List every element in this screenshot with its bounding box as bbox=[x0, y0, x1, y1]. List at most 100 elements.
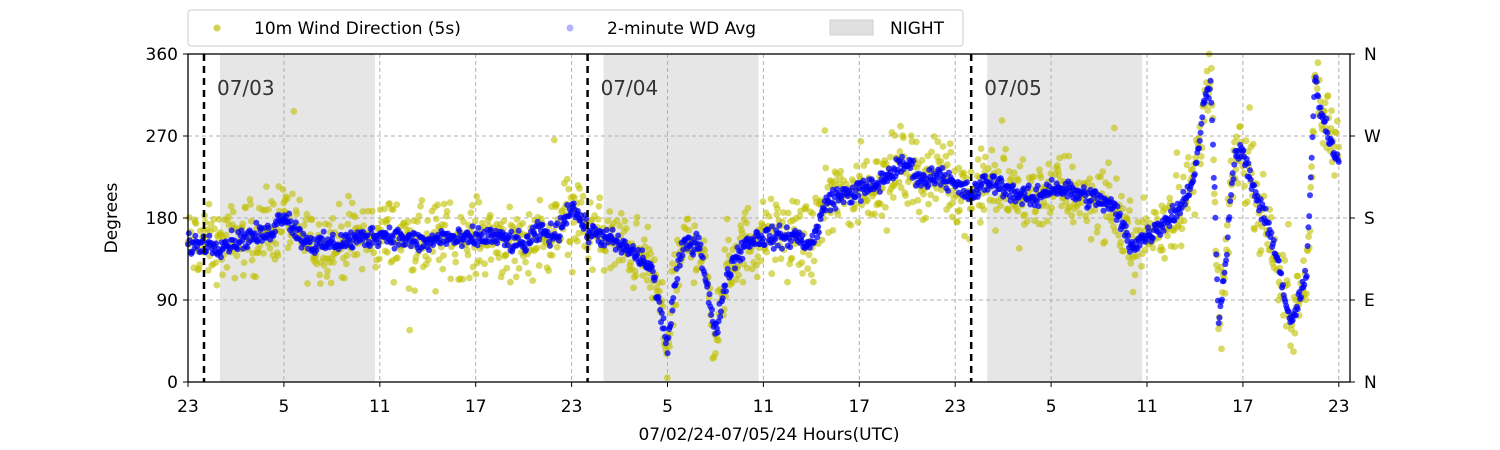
series-0-point bbox=[883, 227, 891, 235]
series-0-point bbox=[1015, 176, 1022, 184]
series-0-point bbox=[871, 210, 878, 218]
series-1-point bbox=[1329, 139, 1336, 145]
series-0-point bbox=[255, 249, 262, 256]
axis-layer: 23 5 11 17 23 5 11 17 23 5 11 17 23 0 90 180 270 360 N E S W N bbox=[146, 45, 1381, 417]
series-0-point bbox=[452, 258, 460, 266]
series-0-point bbox=[389, 206, 397, 214]
series-0-point bbox=[550, 136, 558, 144]
series-0-point bbox=[735, 271, 742, 279]
series-0-point bbox=[440, 200, 448, 208]
series-0-point bbox=[948, 200, 955, 208]
y-tick-label-1: 90 bbox=[156, 291, 178, 311]
series-1-point bbox=[1226, 214, 1233, 221]
series-0-point bbox=[658, 278, 666, 286]
series-0-point bbox=[1251, 226, 1258, 233]
series-1-point bbox=[1166, 223, 1173, 230]
series-1-point bbox=[708, 311, 715, 318]
y-tick-label-4: 360 bbox=[146, 45, 178, 65]
series-0-point bbox=[286, 239, 294, 246]
series-0-point bbox=[343, 252, 351, 259]
series-0-point bbox=[324, 267, 331, 275]
series-0-point bbox=[384, 249, 391, 256]
series-0-point bbox=[345, 192, 352, 200]
series-0-point bbox=[669, 260, 676, 268]
series-1-point bbox=[391, 245, 398, 252]
series-0-point bbox=[997, 202, 1004, 210]
series-0-point bbox=[348, 199, 356, 207]
legend-label-wd-avg: 2-minute WD Avg bbox=[607, 19, 756, 39]
series-1-point bbox=[658, 310, 665, 317]
series-0-point bbox=[1119, 205, 1127, 212]
series-0-point bbox=[1314, 59, 1322, 67]
series-1-point bbox=[814, 234, 821, 241]
series-0-point bbox=[771, 256, 779, 264]
series-0-point bbox=[895, 178, 903, 186]
series-0-point bbox=[1030, 173, 1038, 181]
series-0-point bbox=[984, 165, 992, 173]
series-1-point bbox=[570, 200, 577, 207]
series-0-point bbox=[925, 200, 932, 208]
series-0-point bbox=[386, 200, 393, 207]
series-0-point bbox=[757, 257, 765, 265]
series-0-point bbox=[995, 168, 1002, 175]
series-1-point bbox=[554, 220, 561, 227]
series-0-point bbox=[854, 218, 862, 226]
y2-tick-label-2: S bbox=[1364, 209, 1375, 229]
series-0-point bbox=[418, 197, 426, 204]
series-0-point bbox=[475, 198, 483, 206]
series-0-point bbox=[213, 281, 221, 289]
series-0-point bbox=[1097, 173, 1104, 181]
series-1-point bbox=[386, 224, 393, 231]
series-0-point bbox=[368, 207, 376, 215]
series-1-point bbox=[1186, 192, 1193, 199]
series-0-point bbox=[574, 237, 581, 245]
series-0-point bbox=[337, 223, 345, 231]
series-0-point bbox=[323, 273, 331, 280]
series-1-point bbox=[774, 242, 781, 249]
series-0-point bbox=[1037, 174, 1045, 181]
series-0-point bbox=[912, 138, 920, 146]
series-0-point bbox=[1032, 207, 1040, 215]
series-0-point bbox=[359, 208, 367, 215]
series-0-point bbox=[1173, 149, 1181, 157]
series-0-point bbox=[763, 248, 770, 256]
series-0-point bbox=[604, 217, 611, 225]
series-1-point bbox=[1231, 161, 1238, 168]
series-0-point bbox=[1282, 322, 1290, 330]
series-1-point bbox=[609, 226, 616, 233]
series-0-point bbox=[240, 259, 248, 266]
series-0-point bbox=[222, 231, 230, 239]
x-tick-label-10: 11 bbox=[1136, 397, 1158, 417]
series-0-point bbox=[1105, 159, 1112, 167]
series-0-point bbox=[1234, 179, 1242, 187]
series-0-point bbox=[744, 204, 752, 212]
series-0-point bbox=[1308, 163, 1315, 171]
series-1-point bbox=[1180, 188, 1187, 195]
series-1-point bbox=[1212, 214, 1219, 221]
series-1-point bbox=[1210, 174, 1217, 181]
series-0-point bbox=[1313, 85, 1321, 92]
series-0-point bbox=[512, 273, 520, 281]
series-1-point bbox=[1209, 117, 1216, 124]
series-1-point bbox=[265, 225, 272, 231]
series-1-point bbox=[1224, 234, 1231, 241]
series-1-point bbox=[563, 220, 570, 227]
series-1-point bbox=[1197, 129, 1204, 136]
series-0-point bbox=[991, 161, 999, 169]
series-0-point bbox=[1086, 175, 1094, 183]
series-1-point bbox=[1198, 120, 1205, 127]
series-1-point bbox=[474, 242, 481, 249]
series-0-point bbox=[205, 200, 213, 208]
series-0-point bbox=[414, 218, 421, 225]
series-0-point bbox=[1045, 160, 1053, 168]
legend-label-wind-direction: 10m Wind Direction (5s) bbox=[254, 19, 461, 39]
series-1-point bbox=[655, 294, 662, 300]
series-0-point bbox=[980, 206, 988, 214]
series-0-point bbox=[1233, 133, 1240, 141]
series-0-point bbox=[589, 266, 596, 274]
series-1-point bbox=[1010, 182, 1017, 189]
series-1-point bbox=[319, 235, 326, 242]
series-1-point bbox=[1191, 171, 1198, 178]
series-0-point bbox=[576, 185, 583, 192]
series-1-point bbox=[494, 240, 501, 247]
